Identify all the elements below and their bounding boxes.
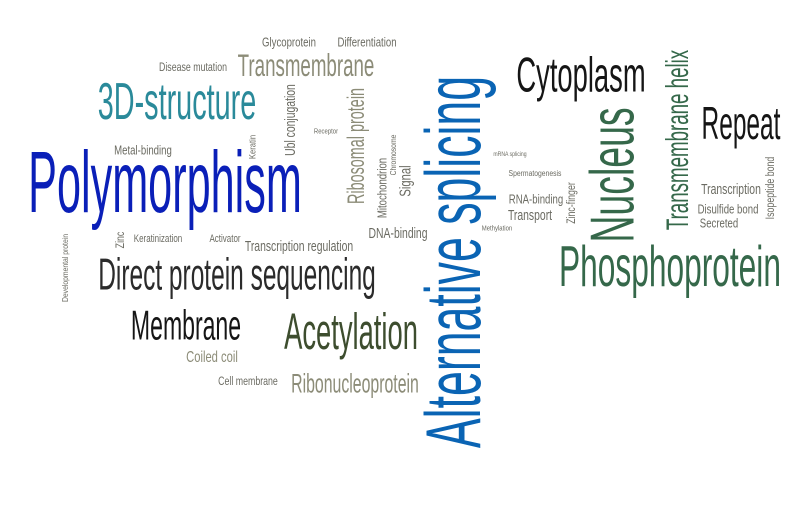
word-keratin: Keratin — [247, 134, 258, 160]
word-disease-mutation: Disease mutation — [159, 60, 227, 75]
word-3d-structure: 3D-structure — [97, 73, 257, 131]
word-signal: Signal — [396, 165, 414, 197]
word-ribonucleoprotein: Ribonucleoprotein — [291, 368, 419, 399]
word-membrane: Membrane — [130, 301, 242, 349]
word-alternative-splicing: Alternative splicing — [411, 75, 498, 449]
word-ubl-conjugation: Ubl conjugation — [281, 84, 299, 156]
word-glycoprotein: Glycoprotein — [262, 34, 316, 50]
word-chromosome: Chromosome — [389, 134, 398, 176]
word-zinc-finger: Zinc-finger — [564, 182, 579, 224]
word-dna-binding: DNA-binding — [368, 224, 428, 242]
word-cell-membrane: Cell membrane — [218, 374, 278, 389]
word-transmembrane-helix: Transmembrane helix — [659, 49, 695, 231]
word-mitochondrion: Mitochondrion — [374, 157, 390, 219]
word-receptor: Receptor — [313, 128, 339, 136]
word-transcription: Transcription — [701, 180, 761, 198]
word-acetylation: Acetylation — [284, 304, 418, 362]
word-methylation: Methylation — [481, 225, 513, 233]
word-spermatogenesis: Spermatogenesis — [508, 169, 562, 178]
word-mrna-splicing: mRNA splicing — [493, 152, 527, 158]
word-developmental-protein: Developmental protein — [61, 233, 70, 303]
word-transcription-regulation: Transcription regulation — [244, 237, 354, 255]
word-ribosomal-protein: Ribosomal protein — [343, 87, 371, 205]
word-activator: Activator — [209, 233, 241, 246]
word-coiled-coil: Coiled coil — [186, 346, 238, 366]
word-disulfide-bond: Disulfide bond — [697, 201, 759, 217]
word-phosphoprotein: Phosphoprotein — [559, 235, 781, 300]
word-transport: Transport — [507, 206, 553, 224]
word-direct-protein-sequencing: Direct protein sequencing — [98, 250, 376, 300]
word-transmembrane: Transmembrane — [237, 47, 375, 83]
word-differentiation: Differentiation — [337, 34, 397, 50]
word-rna-binding: RNA-binding — [508, 191, 564, 207]
word-cytoplasm: Cytoplasm — [516, 48, 646, 104]
word-secreted: Secreted — [699, 215, 739, 231]
word-keratinization: Keratinization — [133, 233, 183, 246]
word-nucleus: Nucleus — [578, 107, 648, 243]
word-zinc: Zinc — [113, 231, 128, 249]
word-isopeptide-bond: Isopeptide bond — [763, 156, 778, 220]
word-polymorphism: Polymorphism — [28, 133, 302, 231]
word-metal-binding: Metal-binding — [114, 142, 172, 158]
word-repeat: Repeat — [701, 98, 781, 150]
